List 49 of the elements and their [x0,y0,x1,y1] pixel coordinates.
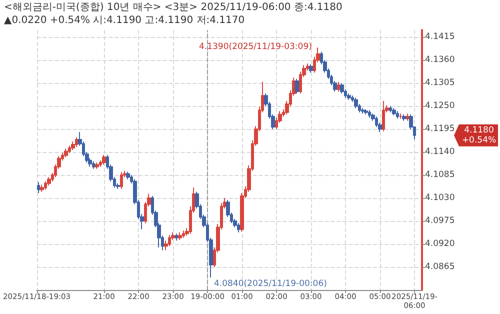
candlestick [71,141,75,150]
candlestick [368,110,371,118]
candlestick [68,145,71,154]
candlestick [396,110,399,120]
candlestick [347,93,351,100]
candlestick [392,108,396,116]
candlestick [95,162,99,170]
candlestick [178,232,182,240]
candlestick [340,82,344,94]
text: 4.1180 +0.54% [462,125,496,146]
chart-title: <해외금리-미국(종합) 10년 매수> <3분> 2025/11/19-06:00 종:4.1180 ▲0.0220 +0.54% 시:4.1190 고:4.1190 저:4.1170 [4,2,342,26]
candlestick [47,176,51,186]
candlestick [126,171,130,180]
y-tick-label: 4.1360 [425,55,455,66]
candlestick [182,230,185,238]
candlestick [64,148,68,158]
candlestick [382,100,385,132]
candlestick [237,222,240,233]
candlestick [354,97,358,109]
y-tick-label: 4.1305 [425,78,455,88]
annotation: 4.0840(2025/11/19-00:06) [214,278,327,289]
candlestick [295,78,299,94]
candlestick [168,234,171,247]
candlestick [309,64,313,74]
candlestick [75,136,78,148]
candlestick [361,108,365,114]
candlestick [175,233,178,242]
y-tick-label: 4.0975 [425,216,455,226]
candlestick [406,113,409,122]
y-tick-label: 4.0920 [425,239,455,250]
y-tick-label: 4.1030 [425,193,455,204]
candlestick [399,113,402,120]
candlestick [44,180,47,190]
annotation: 4.1390(2025/11/19-03:09) [198,42,312,52]
y-tick-label: 4.1140 [425,147,455,158]
candlestick [102,154,106,166]
y-tick-label: 4.1250 [425,101,455,112]
candlestick [120,172,123,190]
y-tick-label: 4.1195 [425,124,455,134]
y-tick-label: 4.0865 [425,262,455,272]
candlestick [37,182,40,194]
candlestick [364,108,368,115]
candlestick [337,81,340,92]
y-tick-label: 4.1415 [425,32,455,42]
y-tick-label: 4.1085 [425,170,455,180]
candlestick [92,160,95,170]
candlestick [389,106,392,113]
candlestick [40,184,44,192]
candlestick [402,114,406,122]
